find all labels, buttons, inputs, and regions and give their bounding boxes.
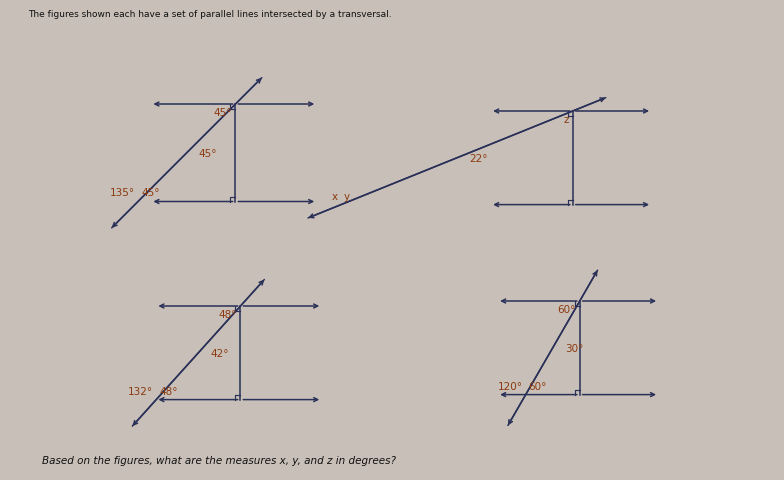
Text: 45°: 45° <box>141 188 159 198</box>
Text: 60°: 60° <box>557 304 575 314</box>
Text: 42°: 42° <box>210 348 229 358</box>
Text: 45°: 45° <box>199 148 217 158</box>
Text: 30°: 30° <box>564 343 583 353</box>
Text: 120°: 120° <box>498 381 523 391</box>
Text: Based on the figures, what are the measures x, y, and z in degrees?: Based on the figures, what are the measu… <box>42 455 396 465</box>
Text: 60°: 60° <box>528 381 547 391</box>
Text: 48°: 48° <box>218 309 237 319</box>
Text: 48°: 48° <box>159 386 178 396</box>
Text: 22°: 22° <box>469 154 488 164</box>
Text: 132°: 132° <box>128 386 153 396</box>
Text: x: x <box>332 191 338 201</box>
Text: y: y <box>344 191 350 201</box>
Text: The figures shown each have a set of parallel lines intersected by a transversal: The figures shown each have a set of par… <box>28 10 392 19</box>
Text: 135°: 135° <box>110 188 135 198</box>
Text: z: z <box>563 115 568 125</box>
Text: 45°: 45° <box>213 108 231 118</box>
